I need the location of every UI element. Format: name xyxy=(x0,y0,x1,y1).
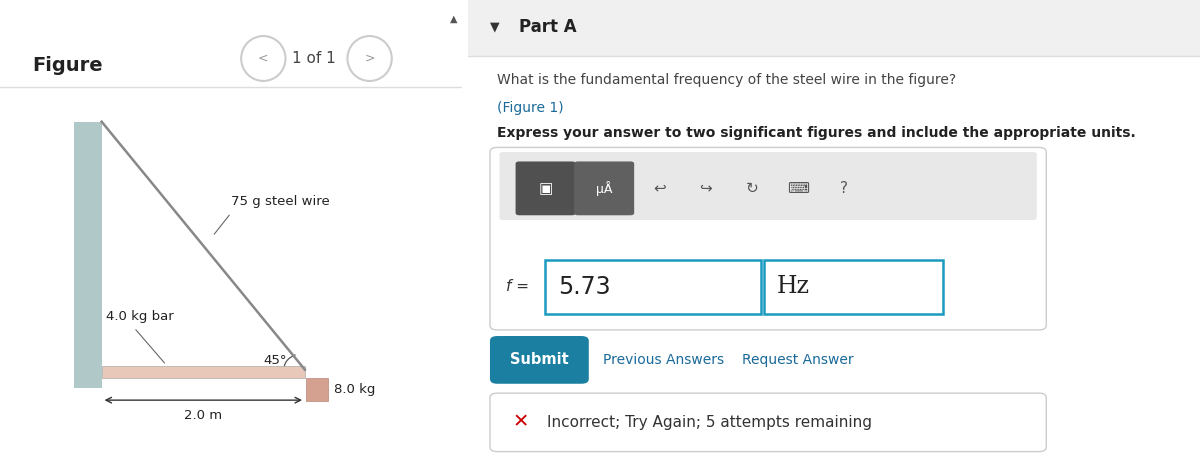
FancyBboxPatch shape xyxy=(306,378,329,401)
Text: 5.73: 5.73 xyxy=(558,275,611,299)
Text: ↩: ↩ xyxy=(654,181,666,196)
Text: What is the fundamental frequency of the steel wire in the figure?: What is the fundamental frequency of the… xyxy=(497,73,956,87)
FancyBboxPatch shape xyxy=(490,393,1046,452)
FancyBboxPatch shape xyxy=(490,336,589,384)
Text: ⌨: ⌨ xyxy=(787,181,809,196)
Text: ▼: ▼ xyxy=(490,21,499,34)
Text: 8.0 kg: 8.0 kg xyxy=(334,383,376,396)
Text: <: < xyxy=(258,52,269,65)
FancyBboxPatch shape xyxy=(763,260,943,314)
Text: ?: ? xyxy=(840,181,848,196)
Text: (Figure 1): (Figure 1) xyxy=(497,101,564,115)
Text: ↻: ↻ xyxy=(745,181,758,196)
Text: Figure: Figure xyxy=(32,56,103,75)
FancyBboxPatch shape xyxy=(574,161,634,215)
Text: Part A: Part A xyxy=(520,18,577,36)
Text: 45°: 45° xyxy=(263,354,287,367)
Text: ✕: ✕ xyxy=(512,413,529,432)
Text: Request Answer: Request Answer xyxy=(743,353,854,367)
Text: 75 g steel wire: 75 g steel wire xyxy=(230,195,330,208)
Text: 4.0 kg bar: 4.0 kg bar xyxy=(107,310,174,323)
Text: f =: f = xyxy=(506,279,529,294)
FancyBboxPatch shape xyxy=(499,152,1037,220)
Text: μÅ: μÅ xyxy=(596,181,612,196)
Text: >: > xyxy=(365,52,374,65)
Text: ▣: ▣ xyxy=(539,181,553,196)
Text: ▲: ▲ xyxy=(450,14,458,24)
Text: Submit: Submit xyxy=(510,352,569,367)
Text: Express your answer to two significant figures and include the appropriate units: Express your answer to two significant f… xyxy=(497,126,1136,140)
FancyBboxPatch shape xyxy=(102,366,305,378)
Text: Incorrect; Try Again; 5 attempts remaining: Incorrect; Try Again; 5 attempts remaini… xyxy=(547,415,872,430)
Text: Hz: Hz xyxy=(776,275,810,298)
Text: 2.0 m: 2.0 m xyxy=(185,409,222,422)
FancyBboxPatch shape xyxy=(468,0,1200,56)
Text: Previous Answers: Previous Answers xyxy=(604,353,725,367)
FancyBboxPatch shape xyxy=(490,147,1046,330)
FancyBboxPatch shape xyxy=(516,161,576,215)
Text: ↪: ↪ xyxy=(700,181,713,196)
FancyBboxPatch shape xyxy=(74,122,102,388)
Text: 1 of 1: 1 of 1 xyxy=(293,51,336,66)
FancyBboxPatch shape xyxy=(545,260,761,314)
